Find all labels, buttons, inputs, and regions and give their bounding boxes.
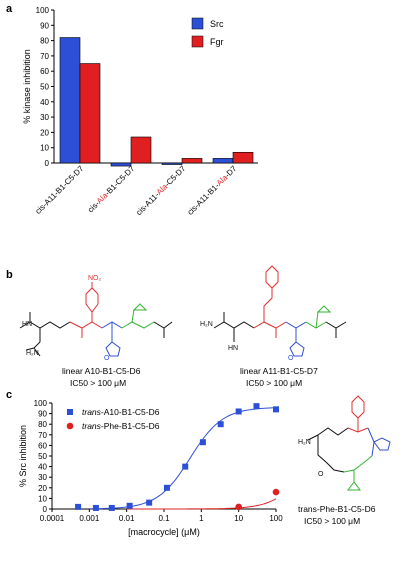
legend-swatch-fgr [191, 35, 204, 48]
compound3-name: trans-Phe-B1-C5-D6 [298, 504, 376, 514]
fit-curve-phe [126, 498, 277, 510]
data-point-a10 [126, 502, 133, 509]
compound2-name: linear A11-B1-C5-D7 [240, 366, 318, 376]
panel-c-label: c [6, 389, 12, 401]
data-point-a10 [273, 406, 279, 413]
y-tick-label: 100 [34, 399, 48, 408]
data-point-a10 [92, 504, 99, 511]
data-point-a10 [217, 421, 224, 428]
x-tick-label: 100 [269, 514, 283, 523]
x-tick-label: 0.01 [119, 514, 135, 523]
data-point-a10 [146, 499, 153, 506]
structure-linear-a10-b1-c5-d6: HN H₂N NO₂ O [19, 275, 173, 362]
structure-linear-a11-b1-c5-d7: H₂N HN O [200, 265, 347, 362]
data-point-a10 [235, 408, 242, 415]
y-tick-label: 30 [38, 473, 47, 482]
y-axis-label: % Src inhibition [18, 425, 28, 487]
data-point-phe [272, 488, 280, 496]
y-tick-label: 50 [38, 452, 47, 461]
svg-text:O: O [318, 471, 324, 478]
compound1-name: linear A10-B1-C5-D6 [62, 366, 141, 376]
svg-text:NO₂: NO₂ [88, 275, 102, 282]
svg-text:H₂N: H₂N [298, 439, 311, 446]
y-tick-label: 100 [36, 6, 50, 15]
x-axis-label: [macrocycle] (μM) [128, 527, 200, 537]
panel-b-label: b [6, 269, 13, 281]
y-axis-label: % kinase inhibition [22, 49, 32, 124]
legend-swatch-src [191, 17, 204, 30]
y-tick-label: 20 [38, 484, 47, 493]
compound2-ic50: IC50 > 100 μM [246, 378, 302, 388]
legend-marker-phe [66, 422, 74, 430]
svg-text:O: O [104, 355, 110, 362]
data-point-a10 [163, 484, 170, 491]
x-category-label: cis-A11-B1-Ala-D7 [186, 164, 239, 217]
legend-label-fgr: Fgr [210, 37, 224, 47]
y-tick-label: 60 [40, 67, 49, 76]
data-point-a10 [253, 403, 260, 410]
bar-src [59, 37, 81, 164]
kinase-inhibition-bar-chart: 0 10 20 30 40 50 60 70 80 90 100 % kinase inhibitio… [22, 6, 258, 217]
bar-fgr [130, 136, 152, 164]
structure-trans-phe-b1-c5-d6: H₂N O [298, 395, 391, 491]
x-category-label: cis-A11-Ala-C5-D7 [134, 164, 187, 217]
y-tick-label: 60 [38, 441, 47, 450]
data-point-a10 [182, 463, 189, 470]
y-tick-label: 80 [40, 37, 49, 46]
data-point-phe [235, 503, 242, 511]
y-tick-label: 80 [38, 420, 47, 429]
y-tick-label: 30 [40, 113, 49, 122]
legend-marker-a10 [67, 409, 73, 415]
y-tick-label: 0 [45, 159, 50, 168]
x-category-label: cis-A11-B1-C5-D7 [34, 164, 86, 216]
y-tick-label: 70 [40, 52, 49, 61]
y-tick-label: 50 [40, 83, 49, 92]
x-tick-label: 0.001 [79, 514, 100, 523]
x-tick-label: 10 [234, 514, 243, 523]
x-tick-label: 0.0001 [40, 514, 65, 523]
bar-src [161, 162, 183, 165]
y-tick-label: 90 [38, 410, 47, 419]
svg-text:H₂N: H₂N [200, 321, 213, 328]
compound1-ic50: IC50 > 100 μM [70, 378, 126, 388]
x-category-label: cis-Ala-B1-C5-D7 [86, 164, 137, 215]
bar-fgr [181, 158, 203, 164]
y-tick-label: 20 [40, 128, 49, 137]
legend-label-src: Src [210, 19, 224, 29]
svg-text:O: O [288, 355, 294, 362]
data-point-a10 [75, 503, 82, 510]
legend-label-a10: trans-A10-B1-C5-D6 [82, 407, 160, 417]
y-tick-label: 40 [38, 463, 47, 472]
y-tick-label: 10 [40, 144, 49, 153]
y-tick-label: 10 [38, 494, 47, 503]
x-tick-label: 1 [199, 514, 204, 523]
bar-fgr [232, 151, 254, 164]
data-point-a10 [108, 504, 115, 511]
legend-label-phe: trans-Phe-B1-C5-D6 [82, 421, 160, 431]
x-tick-label: 0.1 [158, 514, 170, 523]
y-tick-label: 0 [43, 505, 48, 514]
y-tick-label: 70 [38, 431, 47, 440]
bar-src [212, 158, 234, 164]
bar-src [110, 162, 132, 167]
bar-fgr [79, 63, 101, 164]
svg-text:HN: HN [22, 321, 32, 328]
panel-a-label: a [6, 3, 13, 15]
svg-text:H₂N: H₂N [26, 350, 39, 357]
y-tick-label: 40 [40, 98, 49, 107]
data-point-a10 [199, 439, 206, 446]
compound3-ic50: IC50 > 100 μM [304, 516, 360, 526]
y-tick-label: 90 [40, 21, 49, 30]
svg-text:HN: HN [228, 345, 238, 352]
